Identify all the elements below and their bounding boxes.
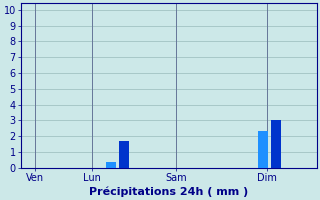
Bar bbox=[106, 162, 116, 168]
Bar bbox=[258, 131, 268, 168]
X-axis label: Précipitations 24h ( mm ): Précipitations 24h ( mm ) bbox=[89, 186, 249, 197]
Bar bbox=[271, 120, 281, 168]
Bar bbox=[119, 141, 129, 168]
